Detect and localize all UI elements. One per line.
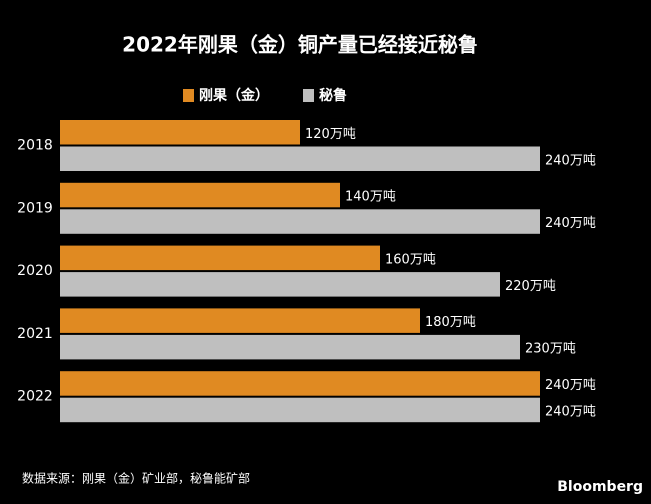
brand: Bloomberg — [557, 479, 643, 495]
bar — [60, 334, 520, 360]
y-tick-label: 2019 — [17, 200, 53, 216]
bar — [60, 209, 540, 234]
value-label: 240万吨 — [545, 216, 596, 231]
bar — [60, 120, 300, 145]
bar — [60, 182, 340, 208]
value-label: 240万吨 — [545, 378, 596, 393]
value-label: 230万吨 — [525, 342, 576, 357]
y-tick-label: 2020 — [17, 263, 53, 279]
bar — [60, 308, 420, 333]
y-tick-label: 2021 — [17, 326, 53, 342]
chart-title: 2022年刚果（金）铜产量已经接近秘鲁 — [122, 33, 478, 57]
value-label: 180万吨 — [425, 315, 476, 330]
bar — [60, 371, 540, 396]
source-note: 数据来源：刚果（金）矿业部，秘鲁能矿部 — [22, 471, 250, 486]
value-label: 240万吨 — [545, 404, 596, 419]
legend-label: 刚果（金） — [199, 87, 269, 104]
bar — [60, 397, 540, 423]
value-label: 160万吨 — [385, 252, 436, 267]
value-label: 240万吨 — [545, 153, 596, 168]
bar — [60, 146, 540, 171]
legend-swatch — [303, 89, 314, 102]
value-label: 220万吨 — [505, 279, 556, 294]
value-label: 140万吨 — [345, 190, 396, 205]
legend-label: 秘鲁 — [319, 87, 347, 104]
bar — [60, 245, 380, 271]
legend-swatch — [183, 89, 194, 102]
y-tick-label: 2018 — [17, 138, 53, 154]
value-label: 120万吨 — [305, 127, 356, 142]
bar — [60, 272, 500, 297]
y-tick-label: 2022 — [17, 389, 53, 405]
